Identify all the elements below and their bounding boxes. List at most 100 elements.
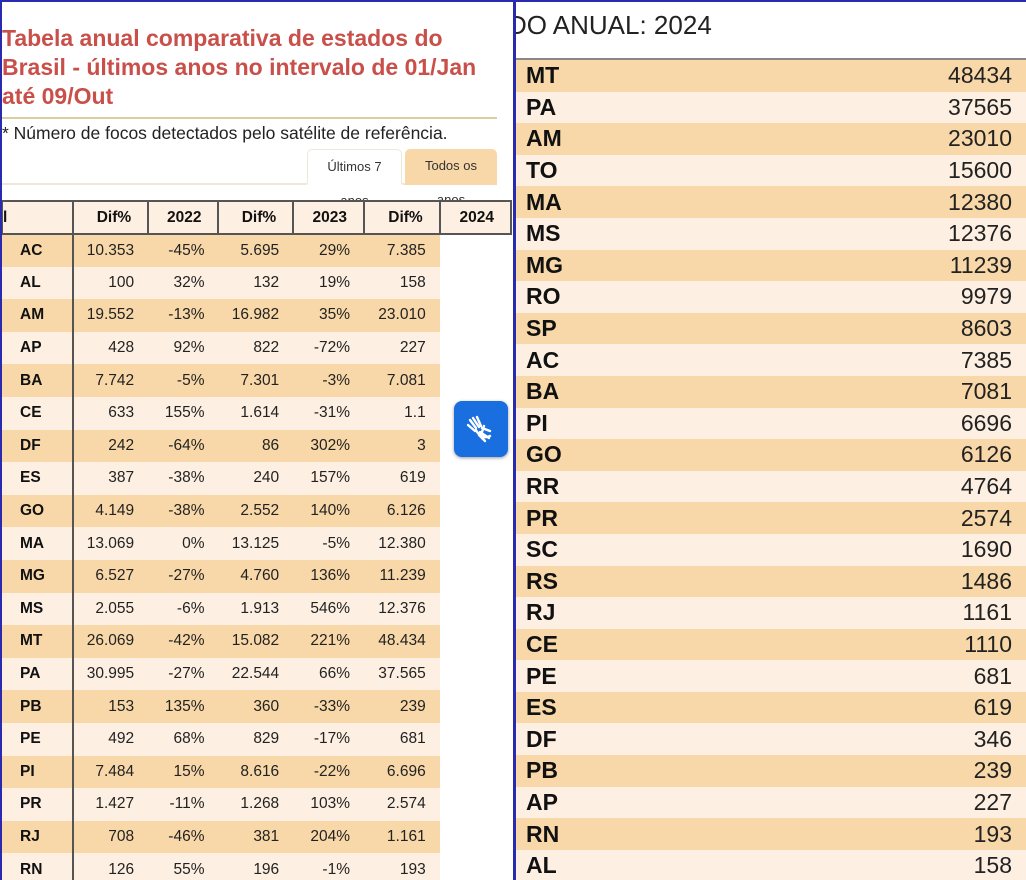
value-cell: -13% [148,299,219,332]
tab-bar: Últimos 7 anos Todos os anos [2,149,497,208]
value-cell: 37.565 [364,657,440,691]
fire-count: 11239 [949,251,1012,278]
accessibility-button[interactable] [454,401,508,457]
annual-ranking-panel: DO ANUAL: 2024 MT 48434 PA 37565 AM 23010 TO 15… [516,2,1026,880]
value-cell: 1.614 [218,396,294,430]
value-cell: 8.616 [218,755,294,789]
state-cell: PE [2,722,75,756]
table-row: BA 7.742 -5% 7.301 -3% 7.081 [2,364,511,397]
column-header[interactable]: 2023 [292,200,365,235]
value-cell: 12.380 [364,527,440,560]
state-cell: RJ [2,820,75,854]
value-cell: 153 [73,690,149,723]
value-cell: -3% [293,364,364,397]
state-cell: PI [2,755,75,789]
fire-count: 12376 [948,220,1012,247]
ranking-row: GO 6126 [516,439,1026,471]
ranking-row: SC 1690 [516,533,1026,566]
value-cell: 16.982 [218,299,294,332]
column-header[interactable]: Dif% [217,200,295,235]
state-code: RO [526,283,561,310]
value-cell: -31% [293,396,364,430]
table-row: PB 153 135% 360 -33% 239 [2,690,511,723]
value-cell: 100 [73,266,149,300]
state-code: AL [526,852,557,879]
table-row: AL 100 32% 132 19% 158 [2,266,511,300]
value-cell: 492 [73,722,149,756]
tab-last-7-years[interactable]: Últimos 7 anos [307,149,402,208]
state-code: PE [526,662,557,689]
tab-all-years[interactable]: Todos os anos [405,149,497,207]
state-cell: PR [2,788,75,821]
ranking-row: CE 1110 [516,628,1026,661]
value-cell: 681 [364,722,440,756]
table-row: MS 2.055 -6% 1.913 546% 12.376 [2,592,511,626]
value-cell: 240 [218,462,294,495]
value-cell: -5% [148,364,219,397]
column-header[interactable]: Dif% [363,200,441,235]
state-code: AM [526,125,562,152]
state-cell: PA [2,657,75,691]
table-row: AC 10.353 -45% 5.695 29% 7.385 [2,234,511,267]
ranking-list: MT 48434 PA 37565 AM 23010 TO 15600 MA 12380 MS 123… [516,60,1026,880]
value-cell: 5.695 [218,234,294,267]
state-cell: MT [2,625,75,658]
value-cell: 140% [293,494,364,528]
state-code: RR [526,473,560,500]
fire-count: 193 [973,820,1012,847]
state-code: GO [526,441,562,468]
value-cell: -17% [293,722,364,756]
value-cell: 19% [293,266,364,300]
ranking-row: MS 12376 [516,217,1026,250]
value-cell: 32% [148,266,219,300]
value-cell: 29% [293,234,364,267]
table-row: PA 30.995 -27% 22.544 66% 37.565 [2,657,511,691]
fire-count: 2574 [960,504,1012,531]
fire-count: 7385 [960,346,1012,373]
state-code: RJ [526,599,556,626]
ranking-row: SP 8603 [516,312,1026,345]
value-cell: 0% [148,527,219,560]
state-code: MG [526,251,564,278]
state-code: TO [526,157,558,184]
value-cell: 30.995 [73,657,149,691]
value-cell: 2.055 [73,592,149,626]
value-cell: 7.484 [73,755,149,789]
fire-count: 1161 [962,599,1012,626]
value-cell: -38% [148,462,219,495]
column-header[interactable]: l [2,200,75,235]
fire-count: 7081 [960,378,1012,405]
state-code: PR [526,504,558,531]
value-cell: 155% [148,396,219,430]
column-header[interactable]: Dif% [72,200,150,235]
value-cell: 360 [218,690,294,723]
value-cell: 4.760 [218,559,294,593]
value-cell: 381 [218,820,294,854]
value-cell: -64% [148,429,219,463]
state-code: SP [526,315,557,342]
value-cell: -72% [293,331,364,365]
ranking-row: PA 37565 [516,91,1026,124]
value-cell: 1.427 [73,788,149,821]
column-header[interactable]: 2024 [438,200,513,235]
fire-count: 158 [973,852,1012,879]
ranking-row: PE 681 [516,660,1026,692]
ranking-row: AC 7385 [516,344,1026,376]
table-header-row: l Dif% 2022 Dif% 2023 Dif% 2024 [2,200,513,235]
state-cell: BA [2,364,75,397]
state-code: MS [526,220,561,247]
table-row: DF 242 -64% 86 302% 3 [2,429,511,463]
value-cell: 221% [293,625,364,658]
value-cell: -1% [293,853,364,880]
table-row: PR 1.427 -11% 1.268 103% 2.574 [2,788,511,821]
fire-count: 1690 [960,536,1012,563]
value-cell: 4.149 [73,494,149,528]
value-cell: 2.552 [218,494,294,528]
fire-count: 346 [973,725,1012,752]
value-cell: 428 [73,331,149,365]
state-code: PI [526,409,548,436]
ranking-row: AL 158 [516,849,1026,880]
column-header[interactable]: 2022 [147,200,220,235]
value-cell: 157% [293,462,364,495]
value-cell: 6.527 [73,559,149,593]
